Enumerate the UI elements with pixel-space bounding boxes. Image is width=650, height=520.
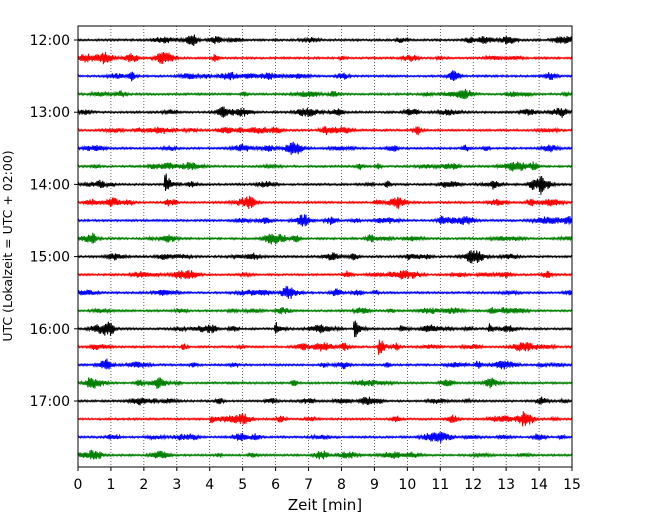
- trace-1315: [77, 126, 573, 136]
- y-tick-label-15:00: 15:00: [30, 250, 70, 266]
- y-tick-label-12:00: 12:00: [30, 33, 70, 49]
- trace-1330: [77, 141, 573, 156]
- x-axis-label: Zeit [min]: [288, 496, 362, 514]
- x-axis-ticks: 0 1 2 3 4 5 6 7 8 9 10 11 12 13 14 15: [74, 467, 581, 493]
- trace-1515: [77, 269, 573, 280]
- trace-1715: [77, 411, 573, 427]
- seismogram-traces: [77, 34, 573, 460]
- x-tick-label-0: 0: [74, 477, 83, 493]
- trace-1545: [77, 307, 573, 315]
- y-tick-label-14:00: 14:00: [30, 177, 70, 193]
- y-tick-label-17:00: 17:00: [30, 394, 70, 410]
- trace-1245: [77, 88, 573, 100]
- x-tick-label-1: 1: [106, 477, 115, 493]
- x-tick-label-2: 2: [139, 477, 148, 493]
- x-tick-label-14: 14: [530, 477, 548, 493]
- trace-1430: [77, 214, 573, 227]
- x-tick-label-9: 9: [370, 477, 379, 493]
- trace-1415: [77, 195, 573, 209]
- x-tick-label-15: 15: [563, 477, 581, 493]
- trace-1500: [77, 250, 573, 264]
- x-tick-label-6: 6: [271, 477, 280, 493]
- x-tick-label-3: 3: [172, 477, 181, 493]
- x-tick-label-10: 10: [398, 477, 416, 493]
- trace-1530: [77, 285, 573, 299]
- trace-1445: [77, 232, 573, 245]
- y-tick-label-13:00: 13:00: [30, 105, 70, 121]
- trace-1700: [77, 396, 573, 406]
- x-tick-label-4: 4: [205, 477, 214, 493]
- x-tick-label-7: 7: [304, 477, 313, 493]
- trace-1400: [77, 173, 573, 195]
- trace-1345: [77, 161, 573, 172]
- trace-1615: [77, 339, 573, 355]
- x-tick-label-8: 8: [337, 477, 346, 493]
- trace-1600: [77, 320, 573, 338]
- x-tick-label-11: 11: [431, 477, 449, 493]
- y-axis-ticks: 12:00 13:00 14:00 15:00 16:00 17:00: [30, 33, 78, 410]
- x-tick-label-12: 12: [464, 477, 482, 493]
- trace-1200: [77, 34, 573, 47]
- y-tick-label-16:00: 16:00: [30, 322, 70, 338]
- x-tick-label-5: 5: [238, 477, 247, 493]
- plot-frame: [77, 25, 573, 468]
- trace-1215: [77, 51, 573, 65]
- trace-1745: [77, 449, 573, 460]
- trace-1300: [77, 106, 573, 118]
- trace-1645: [77, 377, 573, 390]
- trace-1730: [77, 431, 573, 443]
- y-axis-label: UTC (Lokalzeit = UTC + 02:00): [0, 150, 15, 341]
- trace-1230: [77, 70, 573, 82]
- trace-1630: [77, 358, 573, 370]
- x-tick-label-13: 13: [497, 477, 515, 493]
